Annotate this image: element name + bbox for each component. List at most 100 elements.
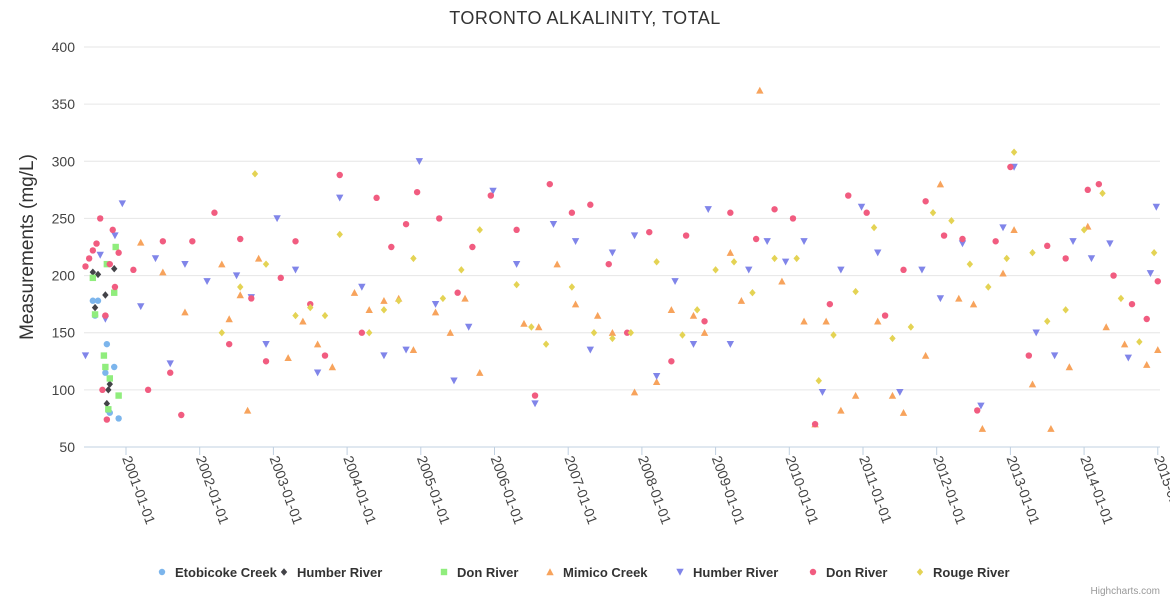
data-point [671,278,679,285]
data-point [874,317,882,325]
data-point [89,247,97,254]
y-tick-label: 50 [59,439,75,455]
data-point [513,281,520,289]
y-tick-label: 400 [52,39,76,55]
data-point [388,243,395,251]
data-point [921,351,930,359]
data-point [82,263,89,270]
data-point [218,329,226,337]
data-point [366,329,373,337]
data-point [415,158,424,165]
data-point [756,86,764,94]
data-point [1028,380,1037,388]
data-point [251,170,259,178]
data-point [273,215,281,223]
data-point [900,266,907,274]
data-point [936,180,945,188]
data-point [542,340,550,348]
data-point [789,215,797,222]
legend-marker [676,568,684,576]
legend: Etobicoke Creek Humber River Don River Mimi… [158,565,1010,580]
legend-marker [280,568,288,576]
data-point [102,363,109,371]
x-tick-label: 2004-01-01 [340,454,380,527]
data-point [1152,203,1161,211]
data-point [826,300,834,308]
legend-item[interactable]: Humber River [280,565,382,580]
data-point [978,425,987,432]
data-point [181,308,189,316]
series-1 [89,265,118,408]
data-point [436,215,443,222]
data-point [992,238,999,245]
data-point [1150,249,1158,257]
data-point [373,194,380,202]
data-point [1120,340,1129,348]
legend-item[interactable]: Etobicoke Creek [158,565,278,580]
chart-title: TORONTO ALKALINITY, TOTAL [449,8,721,28]
data-point [771,254,778,263]
data-point [91,303,99,312]
data-point [513,226,520,234]
legend-label: Etobicoke Creek [175,565,278,580]
y-tick-label: 350 [52,96,76,112]
data-point [91,311,99,318]
data-point [236,291,244,299]
data-point [96,251,104,259]
data-point [103,416,111,423]
data-point [907,323,915,331]
data-point [106,375,113,382]
data-point [413,188,421,196]
data-point [299,317,307,325]
data-point [93,240,100,247]
x-tick-label: 2010-01-01 [782,454,822,527]
data-point [811,420,819,428]
data-point [115,415,122,422]
data-point [851,391,860,399]
data-point [321,311,329,320]
data-point [701,318,708,325]
series-5 [82,163,1161,428]
legend-item[interactable]: Mimico Creek [546,565,648,580]
y-tick-label: 200 [52,268,76,284]
data-point [535,323,543,331]
x-tick-labels: 2001-01-01 2002-01-01 2003-01-01 2004-01-01… [119,454,1170,527]
data-point [646,228,653,236]
data-point [380,297,388,304]
data-point [321,352,329,359]
data-point [568,283,576,291]
data-point [745,266,753,274]
data-point [959,235,966,243]
data-point [102,312,109,319]
x-tick-label: 2007-01-01 [561,454,601,527]
legend-marker [440,568,448,576]
data-point [489,187,497,195]
data-point [512,260,521,268]
legend-item[interactable]: Humber River [676,565,778,580]
data-point [800,317,808,325]
legend-item[interactable]: Rouge River [916,565,1010,580]
credits-label[interactable]: Highcharts.com [1091,586,1160,597]
data-point [781,258,790,266]
legend-label: Mimico Creek [563,565,648,580]
data-point [144,386,152,394]
data-point [181,260,189,268]
data-point [94,270,102,279]
legend-item[interactable]: Don River [440,565,519,580]
legend-marker [809,568,817,576]
data-point [106,380,113,388]
data-point [431,300,440,308]
data-point [727,209,734,216]
data-point [291,266,300,274]
legend-item[interactable]: Don River [809,565,888,580]
y-tick-label: 150 [52,325,76,341]
x-tick-label: 2005-01-01 [414,454,454,527]
data-point [350,289,359,296]
y-tick-label: 300 [52,153,76,169]
data-point [679,331,686,339]
data-point [1154,278,1161,285]
data-point [111,232,119,240]
data-point [1110,272,1117,279]
data-point [446,329,454,336]
